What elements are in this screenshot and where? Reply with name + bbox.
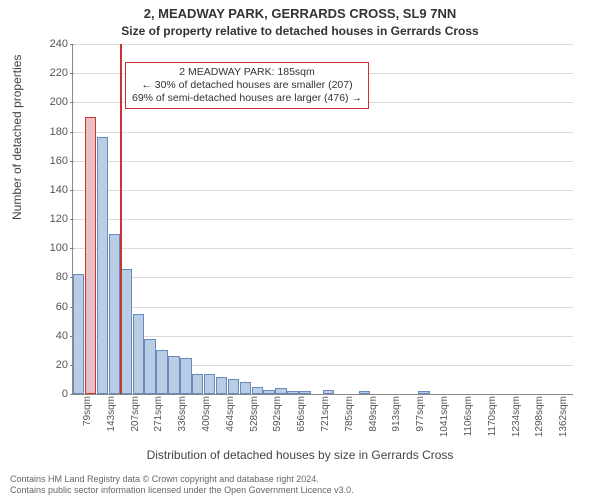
histogram-bar [228, 379, 239, 394]
histogram-bar [418, 391, 429, 394]
chart-container: 2, MEADWAY PARK, GERRARDS CROSS, SL9 7NN… [0, 0, 600, 500]
x-tick-label: 1170sqm [487, 396, 498, 436]
histogram-bar [85, 117, 96, 394]
y-tick-label: 40 [28, 330, 68, 342]
annotation-line-3: 69% of semi-detached houses are larger (… [132, 92, 362, 105]
histogram-bar [121, 269, 132, 394]
x-tick-label: 913sqm [391, 396, 402, 432]
x-tick-label: 464sqm [225, 396, 236, 432]
y-tick-label: 140 [28, 184, 68, 196]
chart-title-description: Size of property relative to detached ho… [0, 24, 600, 38]
histogram-bar [156, 350, 167, 394]
x-tick-label: 721sqm [320, 396, 331, 432]
x-tick-label: 977sqm [415, 396, 426, 432]
footer-attribution: Contains HM Land Registry data © Crown c… [10, 474, 590, 496]
x-axis-label: Distribution of detached houses by size … [0, 448, 600, 462]
y-tick-label: 200 [28, 96, 68, 108]
y-tick-label: 220 [28, 67, 68, 79]
y-tick-label: 120 [28, 213, 68, 225]
x-tick-label: 1106sqm [463, 396, 474, 436]
histogram-bar [97, 137, 108, 394]
x-tick-label: 271sqm [153, 396, 164, 432]
x-tick-label: 79sqm [82, 396, 93, 426]
histogram-bar [359, 391, 370, 394]
y-tick-label: 0 [28, 388, 68, 400]
histogram-bar [275, 388, 286, 394]
y-tick-label: 180 [28, 126, 68, 138]
histogram-bar [144, 339, 155, 394]
x-tick-label: 1234sqm [511, 396, 522, 437]
x-tick-label: 207sqm [130, 396, 141, 432]
y-tick-label: 80 [28, 271, 68, 283]
histogram-bar [287, 391, 298, 394]
x-tick-label: 849sqm [368, 396, 379, 432]
annotation-line-2: ← 30% of detached houses are smaller (20… [132, 79, 362, 92]
footer-line-1: Contains HM Land Registry data © Crown c… [10, 474, 590, 485]
histogram-bar [73, 274, 84, 394]
histogram-bar [192, 374, 203, 394]
x-tick-label: 1362sqm [558, 396, 569, 437]
x-tick-label: 1041sqm [439, 396, 450, 437]
x-tick-label: 592sqm [272, 396, 283, 432]
x-tick-label: 785sqm [344, 396, 355, 432]
histogram-bar [109, 234, 120, 394]
annotation-line-1: 2 MEADWAY PARK: 185sqm [132, 66, 362, 79]
x-tick-label: 656sqm [296, 396, 307, 432]
x-tick-label: 528sqm [249, 396, 260, 432]
histogram-bar [168, 356, 179, 394]
histogram-bar [216, 377, 227, 395]
histogram-bar [133, 314, 144, 394]
chart-title-address: 2, MEADWAY PARK, GERRARDS CROSS, SL9 7NN [0, 6, 600, 21]
y-tick-label: 100 [28, 242, 68, 254]
histogram-bar [323, 390, 334, 394]
x-tick-label: 143sqm [106, 396, 117, 432]
histogram-bar [299, 391, 310, 394]
histogram-bar [240, 382, 251, 394]
y-tick-label: 240 [28, 38, 68, 50]
y-tick-label: 60 [28, 301, 68, 313]
x-tick-label: 1298sqm [534, 396, 545, 437]
footer-line-2: Contains public sector information licen… [10, 485, 590, 496]
histogram-bar [204, 374, 215, 394]
property-marker-line [120, 44, 122, 394]
histogram-bar [180, 358, 191, 394]
x-tick-label: 400sqm [201, 396, 212, 432]
y-tick-label: 160 [28, 155, 68, 167]
plot-area: 2 MEADWAY PARK: 185sqm ← 30% of detached… [72, 44, 573, 395]
x-tick-label: 336sqm [177, 396, 188, 432]
annotation-callout: 2 MEADWAY PARK: 185sqm ← 30% of detached… [125, 62, 369, 109]
y-axis-label: Number of detached properties [10, 55, 24, 220]
y-tick-label: 20 [28, 359, 68, 371]
histogram-bar [252, 387, 263, 394]
histogram-bar [263, 390, 274, 394]
